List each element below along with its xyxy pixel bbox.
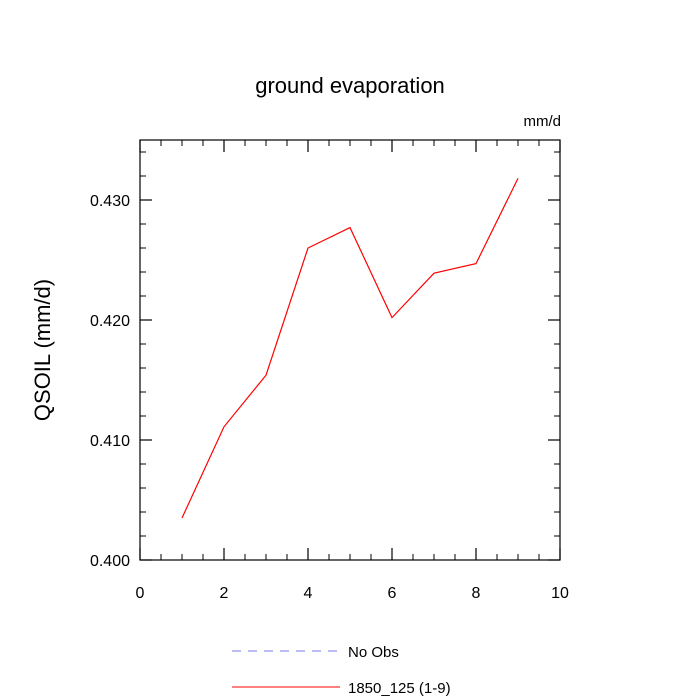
axis-tick-labels: 0 2 4 6 8 10 0.400 0.410 0.420 0.430 — [90, 193, 569, 602]
x-tick-label: 6 — [388, 585, 397, 602]
legend: No Obs 1850_125 (1-9) — [232, 644, 451, 697]
y-tick-label: 0.400 — [90, 553, 130, 570]
x-tick-label: 8 — [472, 585, 481, 602]
x-tick-label: 10 — [551, 585, 569, 602]
chart-title: ground evaporation — [255, 73, 445, 98]
plot-frame — [139, 139, 561, 561]
series-line — [181, 178, 519, 519]
x-tick-label: 2 — [220, 585, 229, 602]
legend-label: No Obs — [348, 644, 399, 661]
y-tick-label: 0.430 — [90, 193, 130, 210]
x-tick-label: 4 — [304, 585, 313, 602]
y-tick-label: 0.420 — [90, 313, 130, 330]
y-tick-label: 0.410 — [90, 433, 130, 450]
y-axis-label: QSOIL (mm/d) — [30, 279, 55, 421]
axis-ticks — [139, 140, 561, 561]
x-tick-label: 0 — [136, 585, 145, 602]
legend-label: 1850_125 (1-9) — [348, 680, 451, 697]
series-layer — [181, 178, 519, 519]
units-label: mm/d — [524, 113, 562, 130]
